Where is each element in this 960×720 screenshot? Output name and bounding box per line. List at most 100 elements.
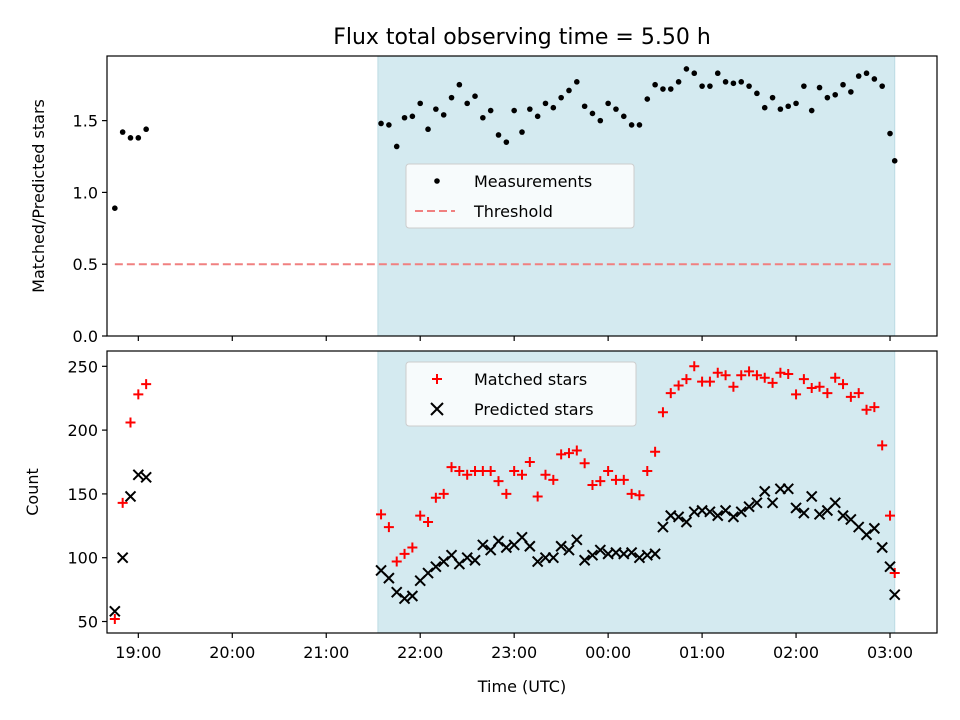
matched-stars-point	[376, 509, 387, 520]
measurements-point	[644, 96, 651, 102]
measurements-point	[832, 91, 839, 98]
x-tick-label: 19:00	[115, 643, 161, 662]
matched-stars-point	[438, 488, 449, 499]
predicted-stars-point	[889, 589, 901, 601]
matched-stars-point	[618, 474, 629, 485]
measurements-point	[891, 158, 898, 164]
matched-stars-point	[517, 469, 527, 480]
matched-stars-point	[712, 367, 723, 378]
matched-stars-point	[399, 548, 410, 559]
predicted-stars-point	[422, 567, 434, 579]
predicted-stars-point	[116, 552, 129, 564]
predicted-stars-point	[633, 552, 646, 564]
measurements-point	[519, 129, 525, 135]
measurements-point	[386, 122, 392, 128]
predicted-stars-point	[790, 502, 802, 514]
matched-stars-point	[783, 368, 794, 379]
predicted-stars-point	[445, 549, 458, 561]
measurements-point	[801, 83, 807, 89]
predicted-stars-point	[563, 544, 575, 556]
measurements-point	[143, 126, 149, 133]
predicted-stars-point	[555, 540, 567, 552]
matched-stars-point	[524, 457, 535, 468]
measurements-point	[589, 110, 596, 117]
measurements-point	[840, 81, 846, 88]
predicted-stars-point	[430, 560, 442, 573]
predicted-stars-point	[453, 558, 466, 570]
axes-frame	[106, 55, 938, 337]
measurements-point	[127, 135, 134, 141]
measurements-point	[855, 73, 862, 79]
predicted-stars-point	[704, 506, 716, 518]
matched-stars-point	[485, 465, 496, 476]
measurements-point	[730, 80, 737, 87]
predicted-stars-point	[484, 544, 497, 556]
matched-stars-legend-label: Matched stars	[474, 370, 587, 389]
x-tick-label: 02:00	[773, 643, 819, 662]
predicted-stars-point	[813, 508, 826, 521]
y-tick-label: 100	[67, 549, 98, 568]
matched-stars-point	[751, 370, 762, 381]
matched-stars-point	[704, 376, 715, 387]
measurements-point	[566, 87, 572, 94]
matched-stars-point	[861, 404, 872, 415]
measurements-point	[871, 76, 878, 82]
measurements-point	[112, 205, 118, 212]
predicted-stars-point	[406, 590, 419, 602]
measurements-point	[722, 79, 729, 85]
matched-stars-point	[407, 542, 418, 553]
measurements-point	[135, 135, 142, 141]
measurements-point	[425, 126, 431, 133]
matched-stars-point	[877, 440, 888, 451]
predicted-stars-point	[625, 546, 638, 559]
measurements-point	[487, 107, 494, 114]
matched-stars-point	[501, 488, 512, 499]
matched-stars-point	[869, 402, 880, 413]
measurements-point	[558, 94, 564, 101]
measurements-point	[691, 70, 698, 77]
predicted-stars-point	[391, 586, 403, 598]
matched-stars-point	[626, 488, 637, 499]
measurements-point	[503, 139, 510, 145]
predicted-stars-point	[477, 539, 489, 551]
measurements-point	[660, 86, 666, 92]
matched-stars-point	[493, 476, 504, 487]
predicted-stars-point	[719, 504, 732, 517]
predicted-stars-point	[884, 560, 896, 573]
predicted-stars-point	[657, 521, 669, 533]
matched-stars-point	[657, 407, 668, 418]
predicted-stars-point	[140, 471, 152, 484]
measurements-point	[581, 103, 588, 110]
y-axis-label: Count	[23, 468, 42, 516]
chart-title: Flux total observing time = 5.50 h	[333, 25, 711, 50]
matched-stars-legend-marker	[432, 374, 442, 384]
matched-stars-point	[791, 389, 802, 400]
y-tick-label: 150	[67, 485, 98, 504]
matched-stars-point	[889, 568, 900, 579]
y-tick-label: 1.5	[73, 112, 98, 131]
matched-stars-point	[109, 613, 120, 624]
y-tick-label: 200	[67, 421, 98, 440]
measurements-point	[738, 79, 745, 85]
threshold-legend-label: Threshold	[473, 202, 553, 221]
measurements-point	[683, 66, 690, 72]
matched-stars-point	[853, 388, 864, 399]
matched-stars-point	[775, 367, 786, 378]
predicted-stars-point	[712, 509, 724, 522]
matched-stars-point	[556, 449, 567, 460]
measurements-point	[527, 106, 533, 112]
matched-stars-point	[430, 492, 441, 503]
matched-stars-point	[133, 389, 144, 400]
measurements-point	[652, 81, 658, 88]
measurements-point	[378, 120, 384, 127]
matched-stars-point	[391, 556, 402, 567]
y-tick-label: 1.0	[73, 183, 98, 202]
matched-stars-point	[563, 448, 574, 459]
matched-stars-point	[587, 479, 598, 490]
measurements-point	[785, 103, 792, 110]
matched-stars-point	[540, 469, 551, 480]
measurements-point	[754, 90, 760, 97]
x-axis-label: Time (UTC)	[477, 677, 566, 696]
measurements-point	[550, 104, 557, 111]
